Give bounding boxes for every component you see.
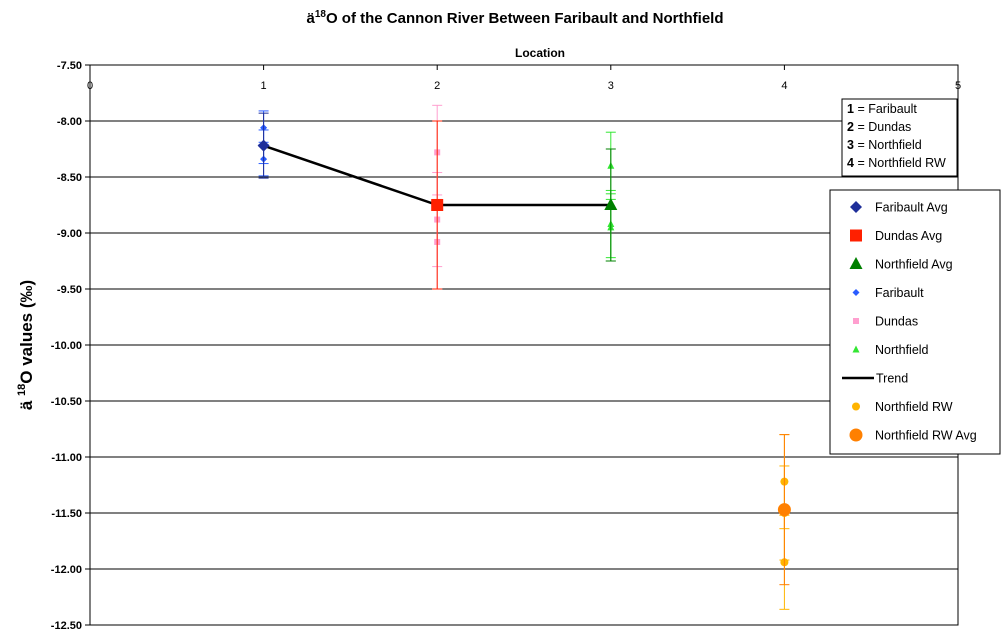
location-key: 1 = Faribault 2 = Dundas 3 = Northfield 4 =… — [841, 98, 958, 177]
y-tick-label: -7.50 — [57, 60, 82, 72]
x-tick-label: 1 — [261, 80, 267, 92]
y-tick-label: -10.00 — [51, 340, 82, 352]
y-tick-label: -9.50 — [57, 284, 82, 296]
legend-swatch — [849, 257, 863, 269]
location-key-item: 1 = Faribault — [847, 102, 917, 116]
legend-label: Northfield RW — [875, 400, 953, 414]
legend-item: Northfield RW — [852, 400, 953, 414]
legend-swatch — [853, 318, 859, 324]
legend-label: Trend — [876, 372, 908, 386]
y-tick-label: -12.50 — [51, 620, 82, 632]
x-tick-label: 5 — [955, 80, 961, 92]
legend-swatch — [852, 289, 860, 296]
y-axis-title: ä 18O values (‰) — [16, 280, 36, 410]
series-northfield-rw-avg — [777, 434, 791, 586]
x-axis-ticks: 0 1 2 3 4 5 — [87, 65, 961, 92]
legend-item: Northfield RW Avg — [849, 428, 977, 443]
legend-item: Faribault Avg — [850, 201, 948, 215]
y-tick-label: -11.50 — [51, 508, 82, 520]
legend-swatch — [852, 345, 860, 353]
legend-item: Trend — [842, 372, 908, 386]
legend-label: Dundas Avg — [875, 229, 942, 243]
data-point — [777, 503, 791, 517]
legend-label: Northfield Avg — [875, 258, 953, 272]
legend-label: Dundas — [875, 315, 918, 329]
location-key-frame — [841, 98, 958, 177]
location-key-item: 4 = Northfield RW — [847, 156, 946, 170]
x-tick-label: 2 — [434, 80, 440, 92]
legend-item: Northfield — [852, 343, 929, 357]
legend: Faribault Avg Dundas Avg Northfield Avg Far… — [829, 189, 1001, 455]
data-point — [604, 198, 618, 210]
x-tick-label: 3 — [608, 80, 614, 92]
y-tick-label: -11.00 — [51, 452, 82, 464]
y-tick-label: -10.50 — [51, 396, 82, 408]
x-tick-label: 4 — [781, 80, 787, 92]
y-axis-ticks: -7.50 -8.00 -8.50 -9.00 -9.50 -10.00 -10.50 -11… — [51, 60, 90, 632]
legend-label: Faribault — [875, 286, 924, 300]
legend-item: Northfield Avg — [849, 257, 953, 272]
legend-item: Dundas Avg — [850, 229, 942, 243]
grid-lines — [90, 120, 958, 570]
chart-title: ä18O of the Cannon River Between Faribau… — [307, 9, 724, 27]
series-faribault-avg — [257, 112, 270, 179]
series-layer — [257, 104, 791, 610]
legend-label: Northfield — [875, 343, 929, 357]
y-tick-label: -8.00 — [57, 116, 82, 128]
y-tick-label: -9.00 — [57, 228, 82, 240]
legend-item: Faribault — [852, 286, 924, 300]
y-tick-label: -8.50 — [57, 172, 82, 184]
legend-swatch — [849, 428, 863, 442]
data-point — [257, 139, 270, 152]
legend-swatch — [850, 229, 862, 242]
location-key-item: 3 = Northfield — [847, 138, 922, 152]
location-key-item: 2 = Dundas — [847, 120, 911, 134]
series-dundas-avg — [431, 120, 444, 290]
legend-item: Dundas — [853, 315, 918, 329]
x-tick-label: 0 — [87, 80, 93, 92]
legend-swatch — [850, 201, 862, 213]
legend-label: Northfield RW Avg — [875, 429, 977, 443]
x-axis-title: Location — [515, 46, 565, 60]
series-northfield-avg — [604, 148, 618, 262]
legend-label: Faribault Avg — [875, 201, 948, 215]
y-tick-label: -12.00 — [51, 564, 82, 576]
legend-swatch — [852, 402, 860, 411]
data-point — [431, 199, 444, 211]
